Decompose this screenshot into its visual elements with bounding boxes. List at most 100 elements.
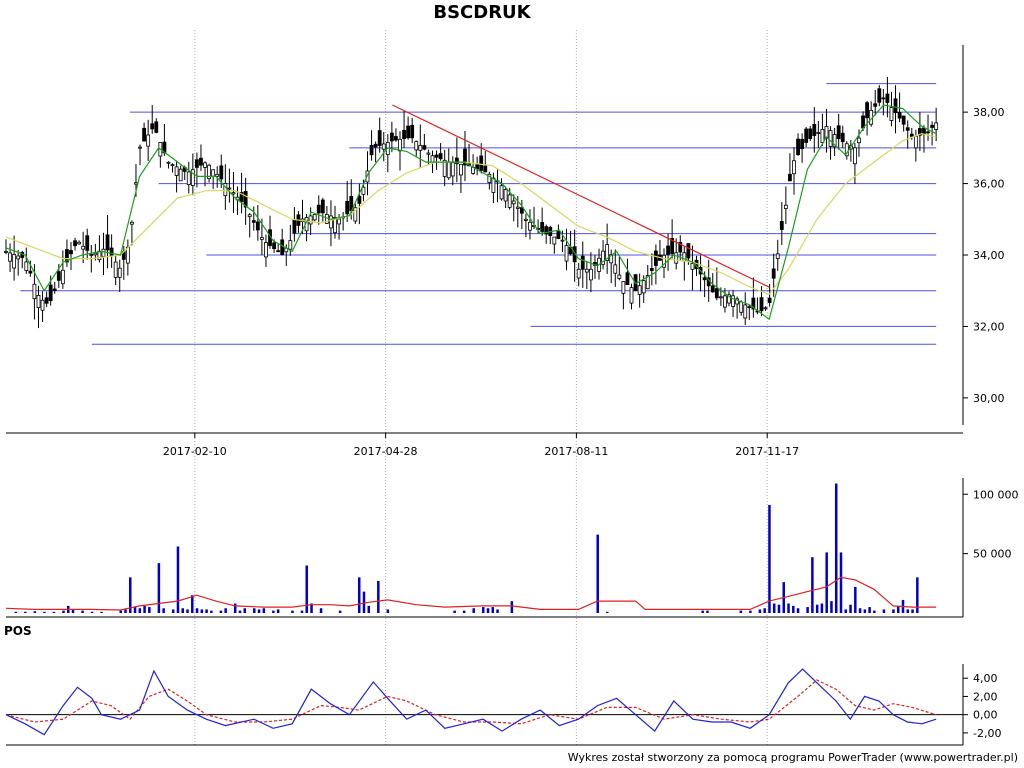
- candle-body: [503, 189, 508, 202]
- price-x-tick-label-3: 2017-11-17: [735, 445, 799, 458]
- volume-bar: [367, 605, 371, 613]
- candle-body: [312, 214, 317, 221]
- candle-body: [36, 294, 41, 308]
- candle-body: [459, 163, 463, 176]
- volume-bar: [200, 609, 204, 613]
- candle-body: [227, 187, 232, 190]
- candle-body: [259, 237, 264, 240]
- candle-body: [247, 214, 252, 218]
- volume-bar: [71, 609, 75, 613]
- volume-bar: [486, 608, 490, 613]
- candle-body: [85, 235, 90, 251]
- candle-body: [926, 131, 930, 134]
- candle-body: [243, 190, 248, 208]
- candle-body: [605, 244, 610, 261]
- volume-bar: [811, 557, 814, 613]
- candle-body: [763, 307, 768, 310]
- volume-bar: [305, 565, 309, 613]
- pos-panel-label: POS: [4, 624, 32, 638]
- candle-body: [28, 270, 33, 274]
- volume-bar: [171, 609, 175, 613]
- volume-bar: [472, 608, 475, 613]
- candle-body: [820, 129, 825, 143]
- volume-avg-line: [5, 576, 937, 611]
- candle-body: [901, 115, 906, 125]
- candle-body: [430, 155, 435, 163]
- candle-body: [418, 145, 423, 151]
- price-x-tick-label-0: 2017-02-10: [163, 445, 227, 458]
- volume-bar: [33, 611, 37, 613]
- trendline: [392, 104, 770, 288]
- volume-bar: [191, 595, 194, 613]
- candle-body: [930, 124, 934, 128]
- candle-body: [44, 297, 49, 304]
- candle-body: [674, 252, 679, 264]
- candle-body: [239, 192, 244, 203]
- candle-body: [499, 185, 504, 200]
- candle-body: [556, 230, 561, 239]
- candle-body: [337, 218, 341, 225]
- candle-body: [564, 245, 569, 262]
- volume-bar: [834, 483, 838, 613]
- pos-y-tick-label-1: 2,00: [973, 690, 998, 703]
- candle-body: [93, 252, 98, 256]
- volume-bar: [606, 611, 609, 613]
- volume-bar: [219, 610, 223, 613]
- candle-body: [881, 97, 886, 100]
- candle-body: [377, 130, 382, 146]
- volume-bar: [882, 609, 886, 613]
- volume-bar: [157, 563, 161, 613]
- volume-bar: [181, 608, 184, 613]
- volume-bar: [300, 610, 304, 613]
- candle-body: [146, 134, 151, 147]
- candle-body: [491, 177, 496, 193]
- candle-body: [897, 112, 902, 119]
- volume-bar: [749, 610, 752, 613]
- candle-body: [816, 132, 821, 134]
- volume-bar: [133, 607, 137, 613]
- candle-body: [207, 164, 211, 180]
- candle-body: [865, 102, 869, 119]
- volume-bar: [868, 607, 871, 613]
- candle-body: [524, 218, 528, 221]
- candle-body: [759, 297, 764, 312]
- candle-body: [422, 145, 427, 150]
- chart-title: BSCDRUK: [433, 2, 531, 23]
- candle-body: [211, 169, 216, 177]
- price-x-tick-label-1: 2017-04-28: [354, 445, 418, 458]
- candle-body: [475, 164, 480, 170]
- candle-body: [613, 264, 618, 274]
- candle-body: [718, 296, 723, 299]
- volume-bar: [338, 610, 342, 613]
- volume-bar: [453, 610, 456, 613]
- candle-body: [690, 262, 695, 270]
- candle-body: [832, 134, 837, 148]
- volume-y-tick-label-0: 100 000: [973, 488, 1019, 501]
- candle-body: [288, 240, 293, 250]
- volume-bar: [844, 609, 848, 613]
- ma-fast-line: [5, 104, 937, 321]
- candle-body: [649, 268, 654, 271]
- candle-body: [394, 136, 398, 141]
- volume-bar: [148, 607, 151, 613]
- candle-body: [511, 200, 516, 205]
- candle-body: [483, 165, 488, 173]
- candle-body: [751, 297, 756, 310]
- volume-bar: [510, 601, 514, 613]
- candle-body: [792, 160, 796, 175]
- candle-body: [588, 268, 593, 281]
- volume-y-tick-label-1: 50 000: [973, 548, 1012, 561]
- candle-body: [580, 255, 585, 270]
- candle-body: [686, 243, 691, 259]
- volume-bar: [815, 604, 819, 613]
- volume-bar: [777, 604, 781, 613]
- pos-y-tick-label-2: 0,00: [973, 709, 998, 722]
- volume-bar: [763, 608, 766, 613]
- candle-body: [109, 247, 114, 257]
- candle-body: [540, 222, 545, 232]
- candle-body: [402, 129, 406, 139]
- candle-body: [645, 275, 650, 290]
- candle-body: [779, 221, 784, 230]
- candle-body: [873, 103, 878, 107]
